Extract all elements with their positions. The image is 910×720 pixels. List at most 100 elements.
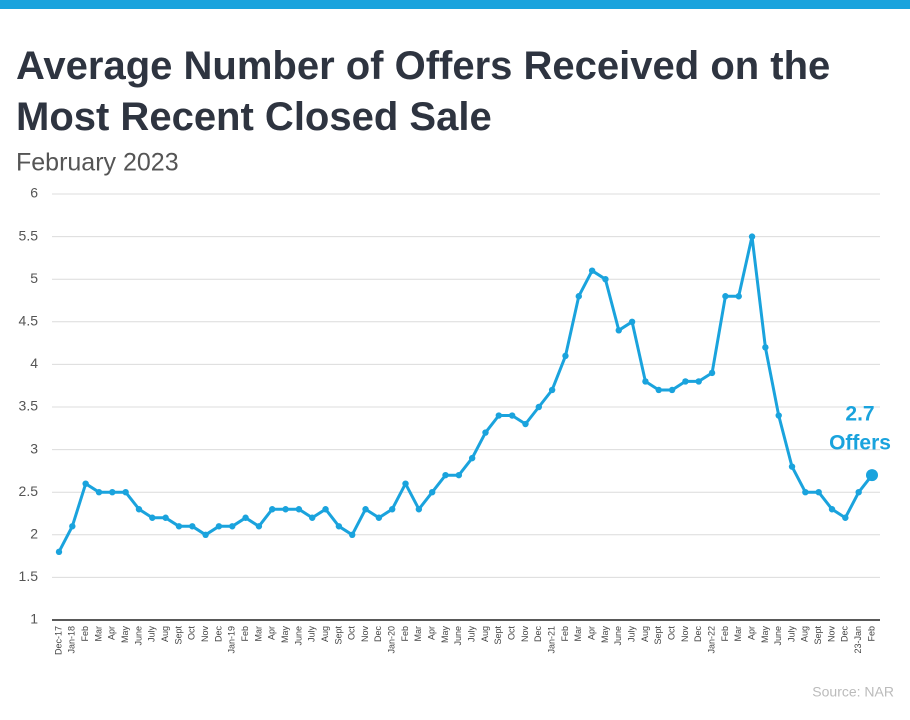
- x-tick-label: July: [786, 626, 796, 643]
- annotation: 2.7: [845, 403, 874, 426]
- point: [375, 514, 383, 521]
- annotation: Offers: [829, 432, 891, 455]
- point: [855, 489, 862, 496]
- point: [535, 403, 543, 411]
- x-tick-label: Sept: [173, 626, 183, 645]
- point: [788, 463, 796, 470]
- point: [562, 352, 569, 360]
- y-tick-label: 4.5: [19, 313, 39, 329]
- x-tick-label: Oct: [507, 626, 517, 641]
- point: [615, 327, 622, 334]
- point: [575, 293, 582, 300]
- point: [775, 412, 782, 419]
- point: [309, 514, 316, 521]
- x-tick-label: Mar: [253, 626, 263, 642]
- x-tick-label: Feb: [80, 626, 90, 642]
- x-tick-label: Dec-17: [53, 626, 63, 655]
- point: [682, 378, 689, 385]
- x-tick-label: July: [626, 626, 636, 643]
- x-tick-label: Dec: [213, 626, 223, 643]
- x-tick-label: July: [467, 626, 477, 643]
- chart-title: Average Number of Offers Received on the…: [16, 44, 830, 139]
- point: [642, 378, 649, 385]
- point: [149, 514, 156, 521]
- x-tick-label: Jan-22: [706, 626, 716, 654]
- point: [482, 429, 489, 436]
- x-tick-label: Oct: [666, 626, 676, 641]
- x-tick-label: Feb: [866, 626, 876, 642]
- point: [655, 386, 662, 394]
- x-tick-label: Aug: [640, 626, 650, 642]
- x-tick-label: May: [440, 626, 450, 644]
- y-tick-label: 4: [30, 355, 38, 371]
- point: [82, 480, 89, 487]
- point: [242, 514, 249, 521]
- x-tick-label: Nov: [680, 626, 690, 643]
- x-tick-label: Apr: [267, 626, 277, 640]
- x-tick-label: Jan-20: [387, 626, 397, 654]
- x-tick-label: Mar: [413, 626, 423, 642]
- x-tick-label: Sept: [813, 626, 823, 645]
- point: [695, 378, 702, 385]
- point: [628, 318, 636, 325]
- x-tick-label: Sept: [333, 626, 343, 645]
- x-tick-label: Dec: [373, 626, 383, 643]
- point: [415, 506, 423, 513]
- point: [322, 506, 329, 513]
- x-tick-label: June: [293, 626, 303, 646]
- point: [495, 412, 503, 419]
- point: [215, 523, 223, 530]
- y-tick-label: 2.5: [19, 483, 39, 499]
- y-tick-label: 6: [30, 185, 38, 201]
- point: [522, 420, 529, 428]
- y-tick-label: 1: [30, 611, 38, 627]
- x-tick-label: June: [773, 626, 783, 646]
- x-tick-label: Dec: [693, 626, 703, 643]
- x-tick-label: June: [453, 626, 463, 646]
- x-tick-label: Mar: [573, 626, 583, 642]
- x-tick-label: June: [133, 626, 143, 646]
- point: [802, 489, 809, 496]
- y-tick-label: 3: [30, 440, 38, 456]
- point: [708, 369, 716, 377]
- point: [55, 548, 63, 556]
- x-tick-label: Aug: [800, 626, 810, 642]
- point: [762, 344, 769, 351]
- x-tick-label: July: [147, 626, 157, 643]
- x-tick-label: Dec: [533, 626, 543, 643]
- x-tick-label: Oct: [347, 626, 357, 641]
- point: [335, 523, 343, 530]
- point: [95, 489, 103, 496]
- point: [175, 523, 183, 530]
- x-tick-label: Mar: [733, 626, 743, 642]
- point: [255, 523, 263, 530]
- point: [735, 293, 742, 300]
- x-tick-label: Aug: [320, 626, 330, 642]
- x-tick-label: Sept: [493, 626, 503, 645]
- x-tick-label: Jan-21: [547, 626, 557, 654]
- point: [135, 506, 143, 513]
- x-tick-label: Apr: [746, 626, 756, 640]
- x-tick-label: Jan-19: [227, 626, 237, 654]
- point: [442, 471, 449, 479]
- point: [842, 514, 849, 521]
- x-tick-label: July: [307, 626, 317, 643]
- point: [229, 523, 236, 530]
- point: [69, 523, 76, 530]
- point: [388, 506, 396, 513]
- x-tick-label: Nov: [520, 626, 530, 643]
- point: [162, 514, 169, 521]
- y-tick-label: 5.5: [19, 227, 39, 243]
- y-tick-label: 5: [30, 270, 38, 286]
- point: [282, 506, 289, 513]
- line: [57, 235, 874, 553]
- point: [588, 267, 596, 274]
- x-tick-label: Sept: [653, 626, 663, 645]
- point: [668, 386, 676, 394]
- point: [602, 276, 609, 283]
- point: [748, 233, 756, 240]
- y-tick-label: 2: [30, 526, 38, 542]
- x-tick-label: Feb: [240, 626, 250, 642]
- x-tick-label: May: [120, 626, 130, 644]
